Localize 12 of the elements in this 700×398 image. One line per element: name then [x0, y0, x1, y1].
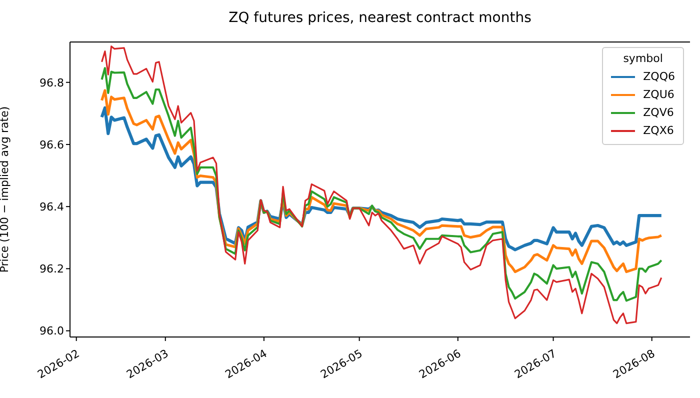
y-tick-label: 96.2 — [40, 262, 64, 276]
legend-title: symbol — [622, 52, 664, 65]
y-axis-title: Price (100 − implied avg rate) — [0, 106, 11, 273]
y-tick-label: 96.8 — [40, 76, 64, 90]
y-tick-label: 96.0 — [40, 324, 64, 338]
y-tick-label: 96.6 — [40, 138, 64, 152]
y-tick-label: 96.4 — [40, 200, 64, 214]
legend-label: ZQV6 — [643, 105, 674, 121]
chart-title: ZQ futures prices, nearest contract months — [228, 10, 532, 26]
legend-label: ZQX6 — [643, 123, 674, 139]
legend-label: ZQU6 — [643, 87, 674, 103]
legend-label: ZQQ6 — [643, 69, 675, 85]
